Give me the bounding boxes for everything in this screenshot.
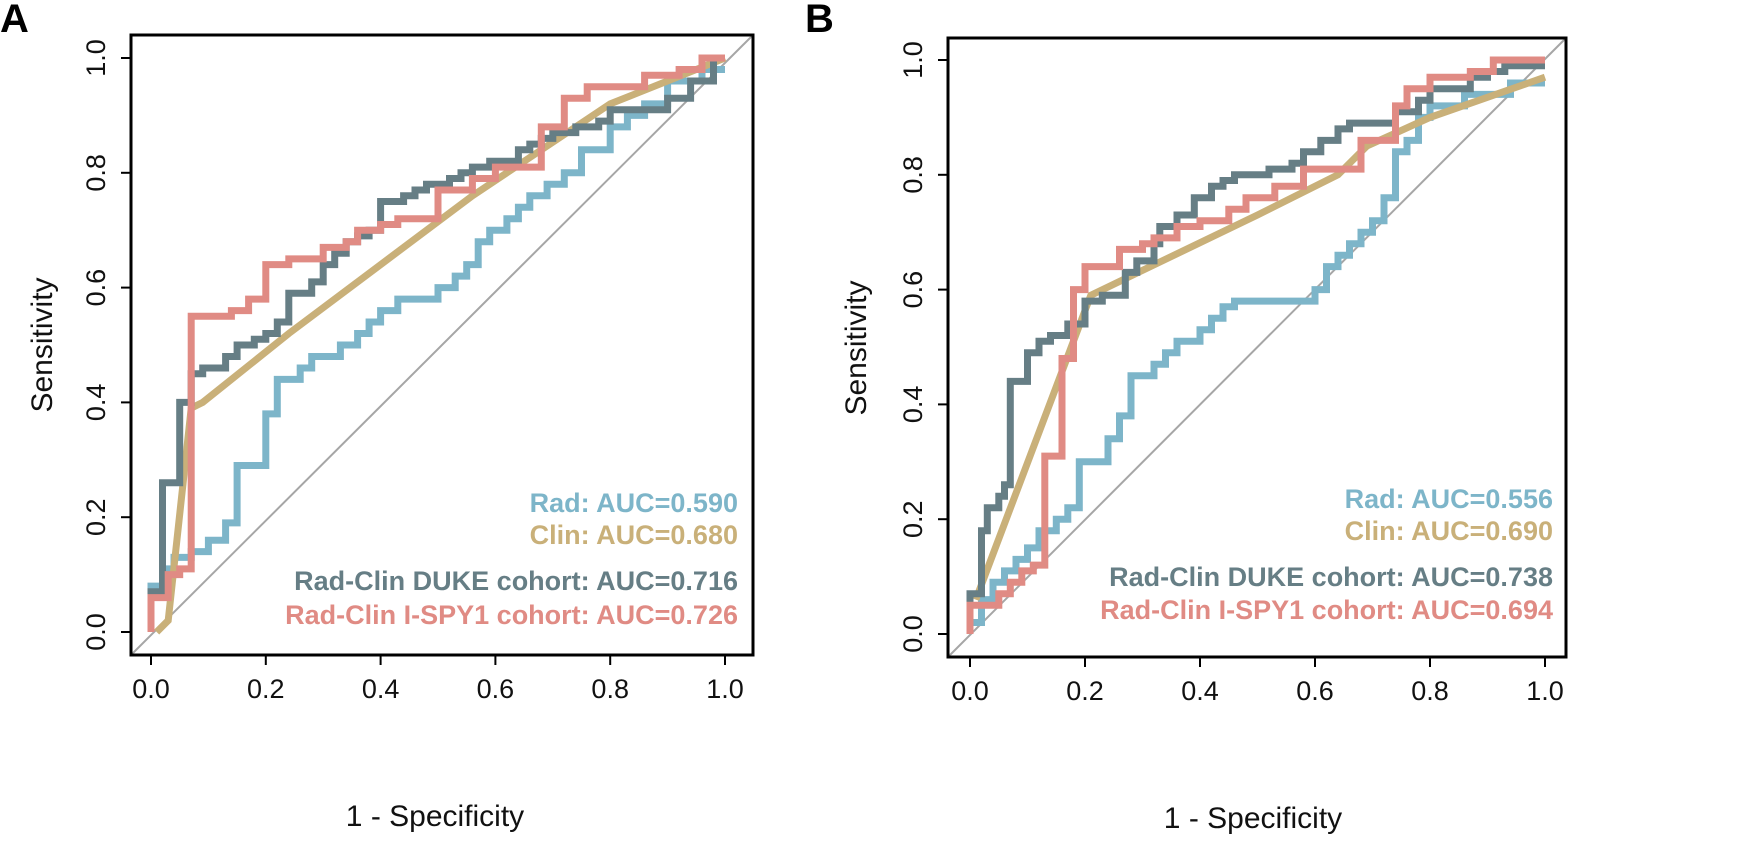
legend-entry: Rad: AUC=0.556 [1345,484,1553,514]
x-tick-label: 0.6 [477,674,515,704]
legend-entry: Rad-Clin I-SPY1 cohort: AUC=0.694 [1100,595,1553,625]
legend-entry: Clin: AUC=0.680 [530,520,738,550]
y-axis-title: Sensitivity [26,277,59,412]
reference-diagonal [130,34,754,656]
legend-auc-value: AUC=0.716 [596,566,738,596]
y-tick-label: 0.8 [81,154,111,192]
legend-auc-value: AUC=0.556 [1411,484,1553,514]
roc-curve-clin [972,73,1547,601]
legend-series-name: Clin: [530,520,597,550]
x-tick-label: 0.0 [951,676,989,706]
legend-auc-value: AUC=0.694 [1411,595,1553,625]
legend-series-name: Rad-Clin I-SPY1 cohort: [1100,595,1411,625]
y-axis-title: Sensitivity [840,280,873,415]
x-tick-label: 0.4 [362,674,400,704]
roc-curve-rad-clin-i-spy1-cohort [966,56,1545,634]
x-tick-label: 1.0 [706,674,744,704]
x-tick-label: 1.0 [1526,676,1564,706]
y-tick-label: 0.0 [898,615,928,653]
x-axis-title: 1 - Specificity [1164,802,1342,835]
panel-label: B [805,0,834,41]
x-tick-label: 0.2 [1066,676,1104,706]
x-tick-label: 0.4 [1181,676,1219,706]
plot-area [947,37,1567,658]
legend-entry: Clin: AUC=0.690 [1345,516,1553,546]
panel-a: A 1 - Specificity Sensitivity 0.0 0.2 0.4 0… [0,0,755,833]
roc-curve-clin [154,54,727,635]
axis-ticks: 0.0 0.2 0.4 0.6 0.8 1.0 0.0 0.2 0.4 0.6 0.8 1.0 [898,41,1564,706]
y-tick-label: 0.8 [898,156,928,194]
legend-auc-value: AUC=0.590 [596,488,738,518]
x-tick-label: 0.0 [132,674,170,704]
legend-series-name: Rad-Clin DUKE cohort: [1109,562,1411,592]
legend-auc-value: AUC=0.680 [596,520,738,550]
legend-auc-value: AUC=0.738 [1411,562,1553,592]
panel-b: B 1 - Specificity Sensitivity 0.0 0.2 0.4 0… [805,0,1568,835]
plot-frame [129,33,755,657]
legend-series-name: Clin: [1345,516,1412,546]
axis-ticks: 0.0 0.2 0.4 0.6 0.8 1.0 0.0 0.2 0.4 0.6 0.8 1.0 [81,39,744,704]
roc-curve-rad [147,66,725,632]
y-tick-label: 0.6 [898,271,928,309]
panel-label: A [0,0,29,41]
legend-auc-value: AUC=0.726 [596,600,738,630]
legend-series-name: Rad-Clin I-SPY1 cohort: [285,600,596,630]
legend-series-name: Rad-Clin DUKE cohort: [294,566,596,596]
legend-entry: Rad-Clin DUKE cohort: AUC=0.738 [1109,562,1553,592]
plot-area [130,34,754,656]
reference-diagonal [947,37,1567,658]
y-tick-label: 0.2 [898,500,928,538]
legend-entry: Rad-Clin I-SPY1 cohort: AUC=0.726 [285,600,738,630]
y-tick-label: 1.0 [898,41,928,79]
roc-curve-rad [966,79,1545,634]
legend-entry: Rad-Clin DUKE cohort: AUC=0.716 [294,566,738,596]
y-tick-label: 0.4 [81,384,111,422]
y-tick-label: 0.2 [81,498,111,536]
x-axis-title: 1 - Specificity [346,800,524,833]
x-tick-label: 0.6 [1296,676,1334,706]
roc-curve-rad-clin-duke-cohort [147,54,725,632]
x-tick-label: 0.8 [591,674,629,704]
legend-series-name: Rad: [530,488,597,518]
plot-frame [946,36,1568,659]
legend-series-name: Rad: [1345,484,1412,514]
y-tick-label: 0.4 [898,386,928,424]
x-tick-label: 0.2 [247,674,285,704]
legend-auc-value: AUC=0.690 [1411,516,1553,546]
y-tick-label: 0.6 [81,269,111,307]
x-tick-label: 0.8 [1411,676,1449,706]
roc-curve-rad-clin-i-spy1-cohort [147,54,725,632]
legend-entry: Rad: AUC=0.590 [530,488,738,518]
y-tick-label: 0.0 [81,613,111,651]
y-tick-label: 1.0 [81,39,111,77]
